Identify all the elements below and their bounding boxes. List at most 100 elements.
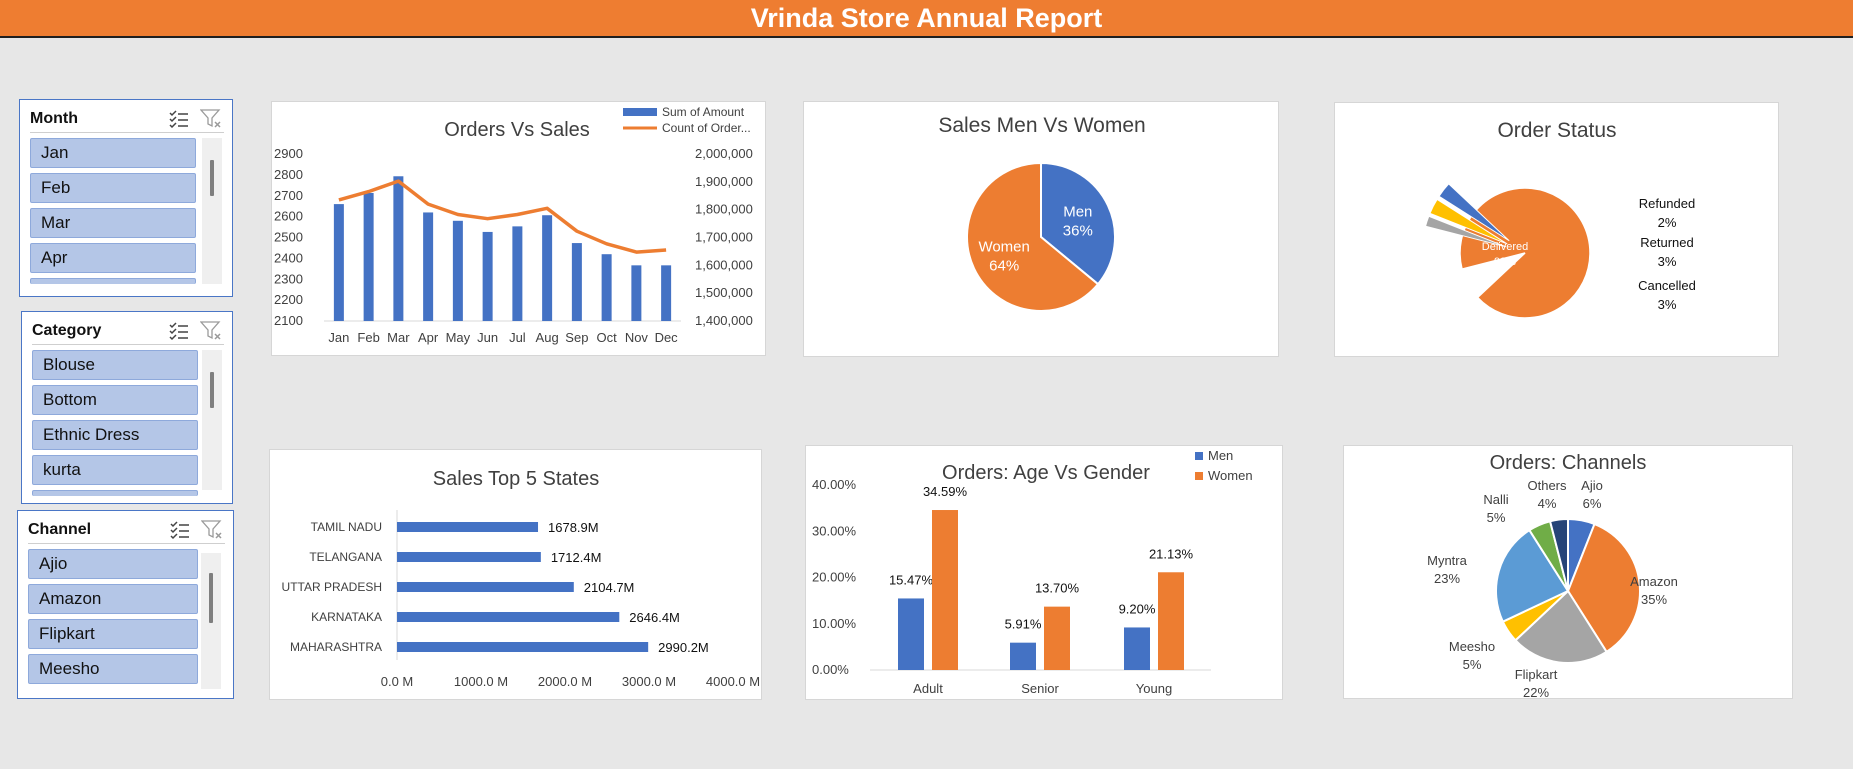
slicer-scrollbar[interactable] — [201, 553, 221, 689]
orders-vs-sales-card[interactable]: Orders Vs Sales Sum of Amount Count of Ord… — [271, 101, 766, 356]
slicer-item-bottom[interactable]: Bottom — [32, 385, 198, 415]
pie-slice-amazon — [1566, 522, 1641, 654]
clear-filter-icon[interactable] — [201, 519, 223, 541]
x-tick: Nov — [625, 330, 649, 345]
y-tick: TELANGANA — [309, 550, 382, 564]
y-tick: 10.00% — [812, 616, 857, 631]
scrollbar-thumb[interactable] — [210, 372, 214, 408]
chart-title: Orders: Channels — [1490, 452, 1647, 474]
pie-value: 5% — [1463, 657, 1482, 672]
x-tick: Jul — [509, 330, 526, 345]
line-orders — [338, 179, 667, 254]
chart-title: Orders: Age Vs Gender — [942, 462, 1150, 484]
top-states-card[interactable]: Sales Top 5 States TAMIL NADU 1678.9M TELAN… — [269, 449, 762, 700]
x-tick: Mar — [387, 330, 410, 345]
scrollbar-thumb[interactable] — [210, 160, 214, 196]
slicer-scrollbar[interactable] — [202, 350, 222, 490]
channel-slicer: Channel Ajio Amazon Flipkart Meesho — [17, 510, 234, 699]
pie-label: Ajio — [1581, 478, 1603, 493]
slicer-item-meesho[interactable]: Meesho — [28, 654, 198, 684]
pie-value: 6% — [1583, 496, 1602, 511]
bar-amount — [571, 243, 582, 321]
multi-select-icon[interactable] — [169, 519, 191, 541]
slicer-item-feb[interactable]: Feb — [30, 173, 196, 203]
pie-value: 2% — [1658, 215, 1677, 230]
y-tick-left: 2600 — [274, 209, 303, 224]
pie-label: Myntra — [1427, 553, 1468, 568]
slicer-item-kurta[interactable]: kurta — [32, 455, 198, 485]
pie-value: 36% — [1063, 223, 1093, 240]
slicer-item-flipkart[interactable]: Flipkart — [28, 619, 198, 649]
slicer-item-amazon[interactable]: Amazon — [28, 584, 198, 614]
scrollbar-thumb[interactable] — [209, 573, 213, 623]
sales-men-women-card[interactable]: Sales Men Vs Women Men 36% Women 64% — [803, 101, 1279, 357]
y-tick-right: 2,000,000 — [695, 146, 753, 161]
y-tick-left: 2400 — [274, 250, 303, 265]
pie-value: 4% — [1538, 496, 1557, 511]
pie-slice-flipkart — [1514, 589, 1608, 664]
bar-men — [1124, 627, 1150, 670]
slicer-item-apr[interactable]: Apr — [30, 243, 196, 273]
x-tick: Senior — [1021, 681, 1059, 696]
bar-value-label: 1678.9M — [548, 520, 599, 535]
slicer-item-ethnic-dress[interactable]: Ethnic Dress — [32, 420, 198, 450]
y-tick-right: 1,700,000 — [695, 230, 753, 245]
y-tick: 30.00% — [812, 523, 857, 538]
slicer-header: Month — [30, 106, 224, 133]
pie-label: Cancelled — [1638, 278, 1696, 293]
y-tick-right: 1,900,000 — [695, 174, 753, 189]
slicer-title-channel: Channel — [28, 521, 92, 538]
bar-value-label: 21.13% — [1149, 546, 1194, 561]
slicer-title-month: Month — [30, 110, 78, 127]
pie-value: 3% — [1658, 254, 1677, 269]
x-tick: Sep — [565, 330, 588, 345]
x-tick: Jun — [477, 330, 498, 345]
slicer-scrollbar[interactable] — [202, 138, 222, 284]
sales-top-5-states-chart: Sales Top 5 States TAMIL NADU 1678.9M TELAN… — [282, 468, 761, 689]
legend-swatch — [1195, 472, 1203, 480]
x-tick: Oct — [597, 330, 618, 345]
chart-title: Orders Vs Sales — [444, 119, 590, 141]
order-status-card[interactable]: Order Status Delivered 92% Refunded 2% Return… — [1334, 102, 1779, 357]
bar-women — [1158, 572, 1184, 670]
bar-value-label: 1712.4M — [551, 550, 602, 565]
bar-amount — [423, 212, 434, 321]
multi-select-icon[interactable] — [168, 320, 190, 342]
clear-filter-icon[interactable] — [200, 320, 222, 342]
slicer-item-ajio[interactable]: Ajio — [28, 549, 198, 579]
slicer-item-mar[interactable]: Mar — [30, 208, 196, 238]
bar-men — [898, 598, 924, 670]
age-gender-card[interactable]: Orders: Age Vs Gender Men Women 40.00% 30.00… — [805, 445, 1283, 700]
bar-value-label: 13.70% — [1035, 581, 1080, 596]
category-slicer: Category Blouse Bottom Ethnic Dress kurt… — [21, 311, 233, 504]
pie-value: 5% — [1487, 510, 1506, 525]
multi-select-icon[interactable] — [168, 108, 190, 130]
report-title: Vrinda Store Annual Report — [750, 2, 1103, 33]
pie-value: 3% — [1658, 297, 1677, 312]
channels-card[interactable]: Orders: Channels Ajio 6% Amazon 35% Flipkart 2… — [1343, 445, 1793, 700]
bar-state — [397, 642, 649, 652]
y-tick-left: 2200 — [274, 292, 303, 307]
bar-value-label: 2104.7M — [584, 580, 635, 595]
y-tick-left: 2100 — [274, 313, 303, 328]
bar-amount — [661, 265, 672, 321]
x-tick: Apr — [418, 330, 439, 345]
chart-title: Sales Men Vs Women — [938, 114, 1145, 137]
pie-label: Others — [1527, 478, 1567, 493]
orders-age-vs-gender-chart: Orders: Age Vs Gender Men Women 40.00% 30.00… — [812, 448, 1253, 696]
pie-slice-refunded — [1424, 215, 1507, 248]
bar-state — [397, 582, 574, 592]
clear-filter-icon[interactable] — [200, 108, 222, 130]
slicer-item-blouse[interactable]: Blouse — [32, 350, 198, 380]
pie-value: 64% — [989, 257, 1019, 274]
x-tick: Feb — [357, 330, 379, 345]
y-tick-right: 1,400,000 — [695, 313, 753, 328]
bar-value-label: 2990.2M — [658, 640, 709, 655]
bar-value-label: 9.20% — [1119, 601, 1156, 616]
bar-state — [397, 612, 620, 622]
bar-amount — [482, 231, 493, 321]
pie-label: Women — [978, 238, 1029, 255]
slicer-item-jan[interactable]: Jan — [30, 138, 196, 168]
pie-slice-others — [1548, 517, 1569, 592]
bar-value-label: 5.91% — [1005, 617, 1042, 632]
